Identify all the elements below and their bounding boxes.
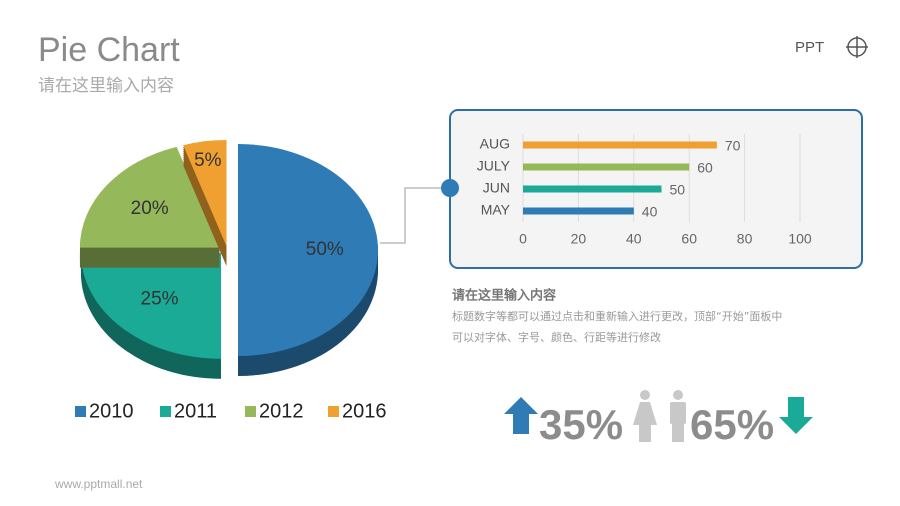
footer: www.pptmall.net: [54, 477, 143, 491]
bar: [523, 207, 634, 215]
bar-value-label: 50: [670, 182, 686, 198]
slice-label: 50%: [306, 239, 344, 260]
y-tick-label: JULY: [477, 158, 511, 174]
y-tick-label: MAY: [481, 202, 511, 218]
stat-value: 65%: [690, 401, 774, 448]
bar-value-label: 40: [642, 204, 658, 220]
bar-value-label: 60: [697, 160, 713, 176]
bar-chart: 0 20 40 60 80 100 AUG 70 JULY 60 JUN 50 MAY 40: [477, 134, 812, 247]
x-tick-label: 100: [788, 231, 812, 247]
up-arrow: [504, 397, 538, 434]
y-tick-label: JUN: [483, 180, 510, 196]
legend-swatch: [160, 406, 171, 417]
logo-text: PPT: [795, 39, 824, 56]
x-tick-label: 60: [681, 231, 697, 247]
text-body: 可以对字体、字号、颜色、行距等进行修改: [452, 330, 661, 344]
x-tick-label: 20: [571, 231, 587, 247]
pie-chart: 50% 25% 20% 5% 2010 2011 2012 2016: [75, 140, 387, 422]
legend-swatch: [328, 406, 339, 417]
slice-top: [79, 146, 220, 248]
stat-value: 35%: [539, 401, 623, 448]
bar: [523, 141, 717, 149]
x-tick-label: 0: [519, 231, 527, 247]
legend-swatch: [75, 406, 86, 417]
text-heading: 请在这里输入内容: [452, 288, 556, 304]
slice-label: 20%: [131, 198, 169, 219]
legend-swatch: [245, 406, 256, 417]
connector: [380, 187, 450, 244]
x-tick-label: 80: [737, 231, 753, 247]
legend-label: 2016: [342, 400, 387, 422]
bar: [523, 185, 662, 193]
legend-label: 2010: [89, 400, 134, 422]
legend-label: 2012: [259, 400, 304, 422]
legend-label: 2011: [174, 400, 217, 422]
slice-label: 5%: [194, 150, 222, 171]
pie-slice: [79, 146, 220, 268]
slice-label: 25%: [141, 288, 179, 309]
pie-slice: [80, 252, 221, 379]
pie-slice: [183, 140, 227, 267]
slice-top: [80, 252, 221, 359]
pie-slice: [238, 144, 378, 376]
female-icon: [633, 390, 657, 442]
slide-title: Pie Chart: [38, 31, 180, 69]
slice-top: [183, 140, 227, 247]
connector-dot: [441, 179, 459, 197]
bar-value-label: 70: [725, 138, 741, 154]
text-body: 标题数字等都可以通过点击和重新输入进行更改，顶部“开始”面板中: [452, 309, 782, 323]
male-icon: [670, 390, 686, 442]
bar: [523, 163, 690, 171]
slice-top: [238, 144, 378, 356]
x-tick-label: 40: [626, 231, 642, 247]
y-tick-label: AUG: [480, 136, 510, 152]
slide-subtitle: 请在这里输入内容: [38, 76, 174, 96]
down-arrow: [779, 397, 813, 434]
